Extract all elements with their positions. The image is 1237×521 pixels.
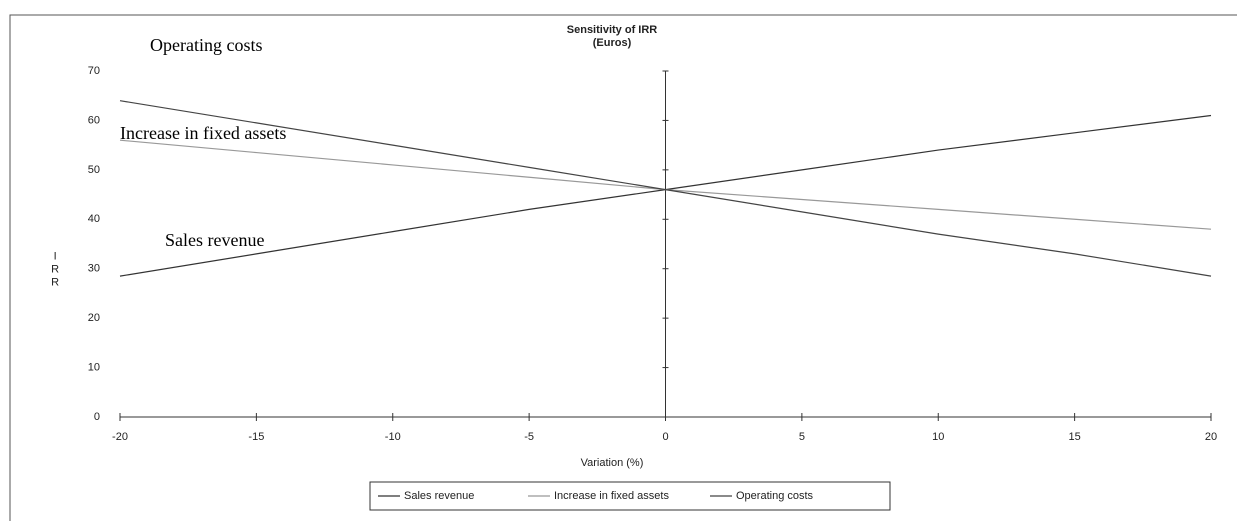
y-tick-label: 10 [88, 361, 100, 373]
y-axis-label: IRR [49, 251, 61, 290]
annotation: Increase in fixed assets [120, 123, 286, 143]
y-tick-label: 60 [88, 114, 100, 126]
x-tick-label: -5 [524, 431, 534, 443]
y-tick-label: 30 [88, 263, 100, 275]
x-tick-label: -20 [112, 431, 128, 443]
x-tick-label: -15 [248, 431, 264, 443]
x-tick-label: 0 [662, 431, 668, 443]
legend-label: Sales revenue [404, 490, 474, 502]
x-tick-label: 15 [1069, 431, 1081, 443]
legend-box [369, 481, 891, 511]
series-line [119, 100, 1212, 277]
x-tick-label: 5 [799, 431, 805, 443]
y-tick-label: 0 [94, 411, 100, 423]
y-tick-label: 70 [88, 65, 100, 77]
chart-subtitle: (Euros) [593, 37, 632, 49]
legend-label: Operating costs [736, 490, 814, 502]
y-tick-label: 20 [88, 312, 100, 324]
chart-title: Sensitivity of IRR [567, 24, 658, 36]
y-tick-label: 50 [88, 164, 100, 176]
chart-frame [9, 14, 1237, 521]
annotation: Operating costs [150, 35, 262, 55]
x-tick-label: 20 [1205, 431, 1217, 443]
y-tick-label: 40 [88, 213, 100, 225]
x-tick-label: -10 [385, 431, 401, 443]
x-tick-label: 10 [932, 431, 944, 443]
annotation: Sales revenue [165, 230, 264, 250]
x-axis-label: Variation (%) [581, 457, 644, 469]
legend-label: Increase in fixed assets [554, 490, 669, 502]
